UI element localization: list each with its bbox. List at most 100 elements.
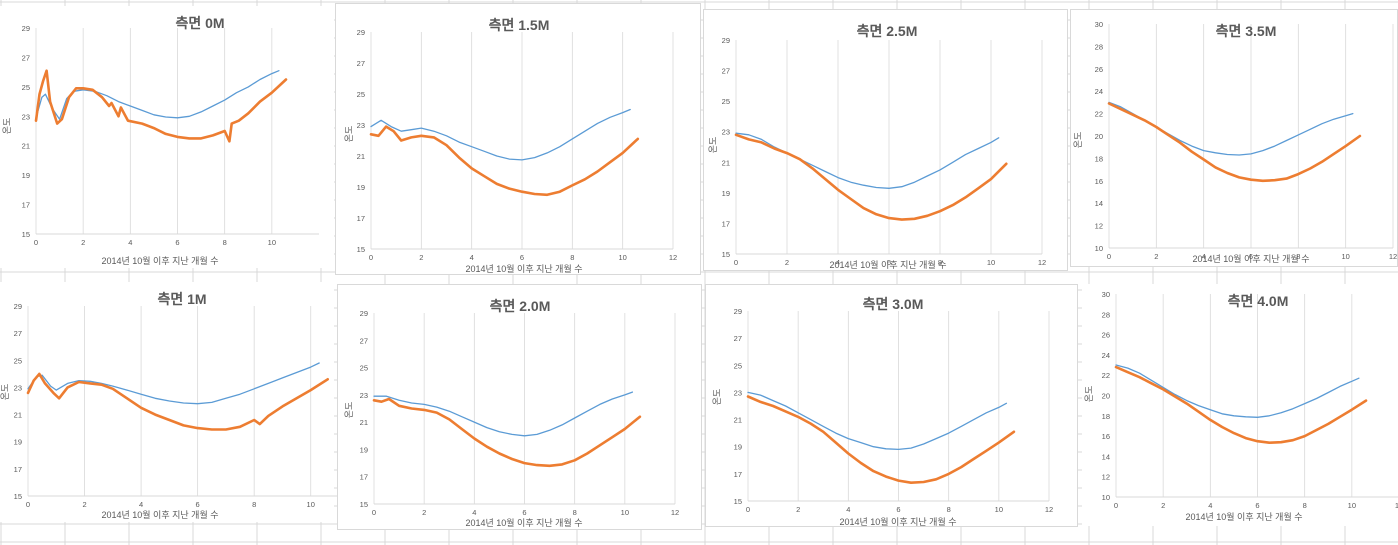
x-axis-title: 2014년 10월 이후 지난 개월 수 xyxy=(465,517,582,528)
y-tick-label: 15 xyxy=(14,492,22,501)
y-tick-label: 15 xyxy=(22,230,30,239)
x-tick-label: 8 xyxy=(947,505,951,514)
y-tick-label: 19 xyxy=(722,189,730,198)
y-tick-label: 12 xyxy=(1102,473,1110,482)
y-tick-label: 26 xyxy=(1102,331,1110,340)
series-line-orange xyxy=(1114,365,1368,444)
y-tick-label: 17 xyxy=(360,473,368,482)
y-tick-label: 30 xyxy=(1102,290,1110,299)
y-axis-title: 온도 xyxy=(712,389,722,406)
y-tick-label: 21 xyxy=(360,418,368,427)
chart-title: 측면 3.5M xyxy=(1216,23,1277,39)
x-tick-label: 10 xyxy=(987,258,995,267)
x-tick-label: 10 xyxy=(1341,252,1349,261)
x-tick-label: 4 xyxy=(472,508,476,517)
x-tick-label: 4 xyxy=(846,505,850,514)
y-tick-label: 14 xyxy=(1102,452,1110,461)
series-line-blue xyxy=(27,362,320,405)
x-tick-label: 6 xyxy=(1249,252,1253,261)
y-tick-label: 28 xyxy=(1095,42,1103,51)
series-line-orange xyxy=(26,372,330,431)
x-tick-label: 8 xyxy=(938,258,942,267)
x-axis-title: 2014년 10월 이후 지난 개월 수 xyxy=(465,263,582,274)
y-tick-label: 25 xyxy=(360,364,368,373)
y-tick-label: 24 xyxy=(1095,87,1103,96)
series-line-blue xyxy=(1115,364,1360,418)
y-axis-title: 온도 xyxy=(0,384,10,401)
x-tick-label: 6 xyxy=(896,505,900,514)
y-tick-label: 29 xyxy=(14,302,22,311)
y-tick-label: 23 xyxy=(22,112,30,121)
x-tick-label: 12 xyxy=(671,508,679,517)
y-tick-label: 27 xyxy=(722,67,730,76)
x-tick-label: 6 xyxy=(522,508,526,517)
x-tick-label: 8 xyxy=(223,238,227,247)
chart-side-1m[interactable]: 0 2 4 6 8 10 15 17 19 21 23 25 27 29 측면 1M 2014년 10월 이후… xyxy=(0,282,339,522)
y-tick-label: 15 xyxy=(734,497,742,506)
chart-svg: 0 2 4 6 8 10 12 15 17 19 21 23 25 27 29 측면 3.0M 2014년 10… xyxy=(712,296,1053,527)
y-tick-label: 28 xyxy=(1102,310,1110,319)
y-tick-label: 20 xyxy=(1102,392,1110,401)
x-tick-label: 4 xyxy=(1202,252,1206,261)
y-axis-title: 온도 xyxy=(1073,132,1083,149)
y-tick-label: 17 xyxy=(14,465,22,474)
x-tick-label: 4 xyxy=(470,253,474,262)
series-line-orange xyxy=(1107,102,1362,183)
x-tick-label: 8 xyxy=(570,253,574,262)
x-tick-label: 6 xyxy=(1255,501,1259,510)
chart-side-3-5m[interactable]: 0 2 4 6 8 10 12 10 12 14 16 18 20 22 24 26 28 30 측면 3.5M 20… xyxy=(1070,9,1398,267)
y-tick-label: 27 xyxy=(14,329,22,338)
x-tick-label: 6 xyxy=(175,238,179,247)
chart-svg: 0 2 4 6 8 10 15 17 19 21 23 25 27 29 측면 1M 2014년 10월 이후… xyxy=(0,291,339,520)
x-tick-label: 2 xyxy=(419,253,423,262)
y-tick-label: 19 xyxy=(14,438,22,447)
series-line-blue xyxy=(370,108,631,161)
x-tick-label: 0 xyxy=(26,500,30,509)
series-line-orange xyxy=(34,69,288,143)
y-tick-label: 25 xyxy=(357,90,365,99)
y-tick-label: 27 xyxy=(22,53,30,62)
x-tick-label: 2 xyxy=(796,505,800,514)
chart-side-2-0m[interactable]: 0 2 4 6 8 10 12 15 17 19 21 23 25 27 29 측면 2.0M 2014년 10… xyxy=(337,284,702,530)
x-tick-label: 6 xyxy=(196,500,200,509)
y-tick-label: 18 xyxy=(1102,412,1110,421)
x-tick-label: 0 xyxy=(746,505,750,514)
x-tick-label: 4 xyxy=(139,500,143,509)
y-axis-title: 온도 xyxy=(1084,386,1094,403)
x-tick-label: 8 xyxy=(252,500,256,509)
x-tick-label: 4 xyxy=(1208,501,1212,510)
y-tick-label: 25 xyxy=(14,356,22,365)
x-tick-label: 2 xyxy=(785,258,789,267)
y-tick-label: 17 xyxy=(722,219,730,228)
x-axis-title: 2014년 10월 이후 지난 개월 수 xyxy=(1192,253,1309,264)
y-tick-label: 21 xyxy=(22,142,30,151)
x-tick-label: 0 xyxy=(1107,252,1111,261)
y-tick-label: 25 xyxy=(22,83,30,92)
chart-title: 측면 1M xyxy=(157,291,206,307)
y-tick-label: 21 xyxy=(734,416,742,425)
x-tick-label: 12 xyxy=(1395,501,1398,510)
y-tick-label: 29 xyxy=(360,309,368,318)
x-tick-label: 10 xyxy=(1348,501,1356,510)
y-tick-label: 27 xyxy=(734,334,742,343)
chart-side-0m[interactable]: 0 2 4 6 8 10 15 17 19 21 23 25 27 29 측면 0M 2014년 10월 이후… xyxy=(0,6,334,268)
chart-side-2-5m[interactable]: 0 2 4 6 8 10 12 15 17 19 21 23 25 27 29 측면 2.5M 2014년 10… xyxy=(703,9,1068,271)
y-tick-label: 19 xyxy=(357,183,365,192)
y-tick-label: 22 xyxy=(1095,110,1103,119)
y-axis-title: 온도 xyxy=(708,137,718,154)
y-tick-label: 23 xyxy=(722,128,730,137)
x-tick-label: 2 xyxy=(81,238,85,247)
y-tick-label: 29 xyxy=(734,307,742,316)
chart-side-3-0m[interactable]: 0 2 4 6 8 10 12 15 17 19 21 23 25 27 29 측면 3.0M 2014년 10… xyxy=(705,284,1078,527)
x-tick-label: 2 xyxy=(82,500,86,509)
y-axis-title: 온도 xyxy=(344,126,354,143)
y-tick-label: 29 xyxy=(22,24,30,33)
x-tick-label: 8 xyxy=(1303,501,1307,510)
x-tick-label: 4 xyxy=(128,238,132,247)
y-tick-label: 21 xyxy=(722,158,730,167)
y-tick-label: 27 xyxy=(360,336,368,345)
chart-svg: 0 2 4 6 8 10 12 15 17 19 21 23 25 27 29 측면 2.5M 2014년 10… xyxy=(708,23,1046,270)
chart-side-1-5m[interactable]: 0 2 4 6 8 10 12 15 17 19 21 23 25 27 29 측면 1.5M 2014년 10… xyxy=(335,3,701,275)
